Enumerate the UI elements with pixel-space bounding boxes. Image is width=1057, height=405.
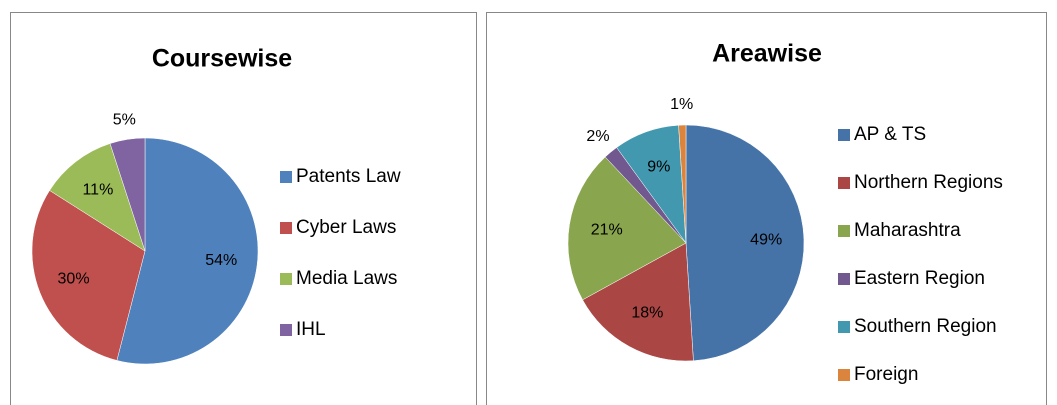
data-label: 1% — [670, 96, 693, 113]
data-label: 2% — [586, 128, 609, 145]
legend-swatch — [838, 321, 850, 333]
pie-slice — [582, 242, 694, 362]
data-label: 49% — [750, 232, 782, 249]
data-label: 11% — [82, 182, 113, 199]
pie-slice — [567, 156, 687, 301]
legend-label: Eastern Region — [854, 268, 985, 289]
pie-slice — [678, 124, 687, 244]
data-label: 9% — [647, 159, 670, 176]
pie-slice — [685, 124, 805, 362]
legend-swatch — [280, 273, 292, 285]
data-label: 21% — [591, 222, 623, 239]
legend-swatch — [838, 225, 850, 237]
legend-label: Southern Region — [854, 316, 997, 337]
legend-swatch — [838, 129, 850, 141]
legend-swatch — [838, 273, 850, 285]
data-label: 54% — [205, 252, 237, 269]
chart-title: Areawise — [712, 40, 822, 68]
legend-swatch — [838, 369, 850, 381]
legend-swatch — [280, 171, 292, 183]
data-label: 30% — [58, 271, 90, 288]
pie-slice — [109, 137, 146, 252]
chart-title: Coursewise — [152, 45, 292, 73]
pie-slice — [49, 143, 146, 252]
legend-swatch — [280, 222, 292, 234]
legend-label: AP & TS — [854, 124, 926, 145]
pie-slice — [31, 190, 146, 361]
legend-label: Foreign — [854, 364, 918, 385]
legend-swatch — [280, 324, 292, 336]
legend-label: Northern Regions — [854, 172, 1003, 193]
legend-label: Media Laws — [296, 268, 397, 289]
legend-label: Cyber Laws — [296, 217, 396, 238]
legend-label: Maharashtra — [854, 220, 961, 241]
data-label: 5% — [113, 112, 136, 129]
data-label: 18% — [631, 305, 663, 322]
legend-label: Patents Law — [296, 166, 401, 187]
legend-swatch — [838, 177, 850, 189]
legend-label: IHL — [296, 319, 326, 340]
pie-slice — [116, 137, 259, 365]
